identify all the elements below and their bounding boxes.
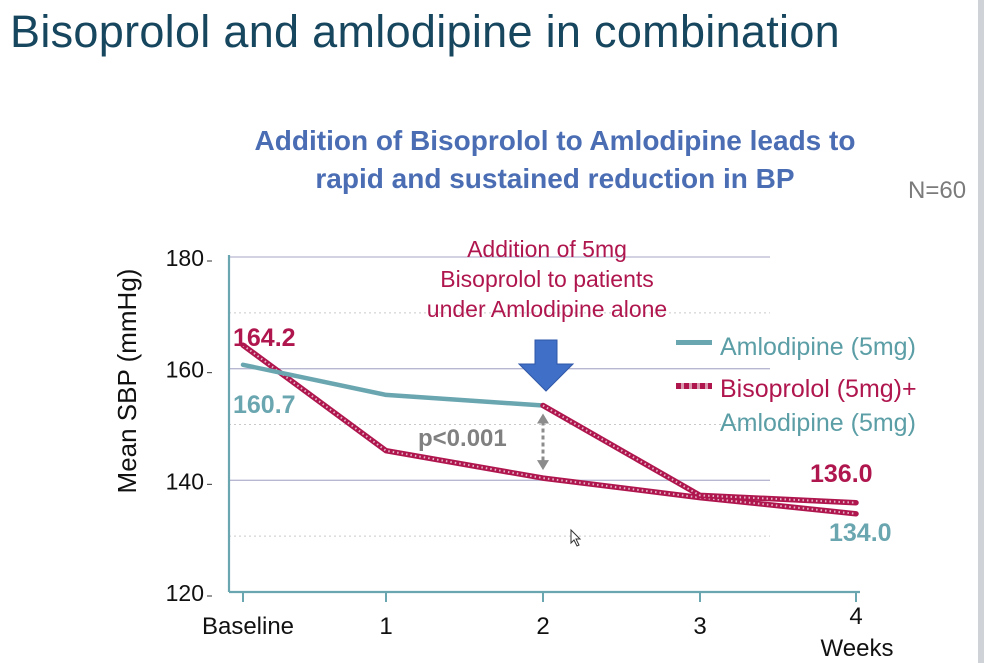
annotation-line-1: Addition of 5mg	[467, 236, 627, 262]
annotation-layer: Addition of 5mg Bisoprolol to patients und…	[418, 236, 667, 547]
legend-swatch-amlodipine	[676, 340, 712, 345]
chart-subtitle: Addition of Bisoprolol to Amlodipine lea…	[150, 122, 960, 198]
data-label-combination-baseline: 164.2	[233, 324, 296, 352]
x-axis-title: Weeks	[821, 635, 894, 662]
subtitle-line-1: Addition of Bisoprolol to Amlodipine lea…	[254, 125, 856, 156]
legend-label-amlodipine: Amlodipine (5mg)	[720, 333, 916, 361]
y-tick-label-180: 180	[166, 245, 204, 271]
label-layer: 164.2 160.7 136.0 134.0	[233, 324, 892, 547]
pvalue-label: p<0.001	[418, 425, 507, 452]
x-tick-label-2: 2	[536, 613, 549, 640]
data-label-amlodipine-week4: 134.0	[829, 519, 892, 547]
series-layer	[240, 342, 859, 517]
pvalue-arrow-up-icon	[537, 413, 549, 424]
data-label-amlodipine-baseline: 160.7	[233, 391, 296, 419]
legend-label-combination-line2: Amlodipine (5mg)	[720, 409, 916, 437]
x-tick-label-4: 4	[849, 603, 862, 630]
axis-layer: 120 140 160 180 Baseline 1 2 3 4 Weeks Mean SBP (m…	[112, 245, 893, 662]
pvalue-arrow-down-icon	[537, 460, 549, 471]
y-tick-label-120: 120	[166, 580, 204, 606]
data-label-combination-week4: 136.0	[810, 460, 873, 488]
y-tick-label-140: 140	[166, 468, 204, 494]
series-line-amlodipine	[240, 362, 546, 408]
grid-layer	[229, 256, 770, 537]
slide-title: Bisoprolol and amlodipine in combination	[10, 6, 840, 57]
series-line-combination-dots	[242, 344, 857, 515]
series-line-amlodipine-after-addition-dots	[542, 404, 857, 504]
subtitle-line-2: rapid and sustained reduction in BP	[315, 163, 795, 194]
x-tick-label-0: Baseline	[202, 613, 294, 640]
mouse-cursor-icon	[570, 528, 582, 547]
annotation-line-2: Bisoprolol to patients	[440, 266, 654, 292]
slide-edge	[978, 0, 984, 663]
addition-arrow-icon	[517, 339, 575, 392]
y-tick-label-160: 160	[166, 357, 204, 383]
legend-label-combination-line1: Bisoprolol (5mg)+	[720, 375, 917, 403]
x-tick-label-1: 1	[379, 613, 392, 640]
sample-size-label: N=60	[908, 177, 967, 204]
annotation-line-3: under Amlodipine alone	[427, 296, 667, 322]
x-tick-label-3: 3	[693, 613, 706, 640]
legend-swatch-combination	[676, 383, 712, 389]
y-axis-title: Mean SBP (mmHg)	[112, 269, 142, 494]
